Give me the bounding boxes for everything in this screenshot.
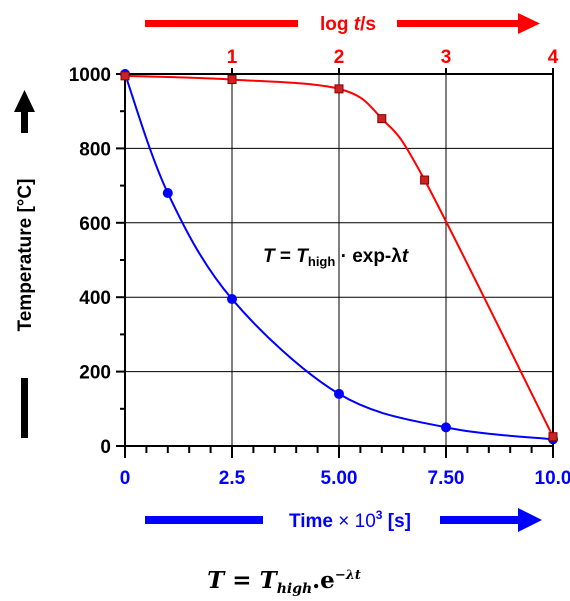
formula-annotation: T = Thigh · exp-λt <box>263 246 409 269</box>
blue-data-point <box>227 294 237 305</box>
top-axis-arrow-shaft <box>145 20 298 27</box>
y-tick-label: 0 <box>100 437 111 458</box>
y-tick-label: 400 <box>79 288 111 309</box>
caption-formula: T = Thigh.e−λt <box>207 567 361 597</box>
red-data-point <box>377 114 387 124</box>
y-axis-arrow-shaft <box>21 378 28 438</box>
y-axis-arrowhead <box>14 90 35 112</box>
y-tick-label: 1000 <box>69 65 111 86</box>
x-bottom-tick-label: 5.00 <box>321 468 358 489</box>
red-data-point <box>334 84 344 94</box>
blue-data-point <box>162 188 173 199</box>
blue-data-point <box>441 422 451 433</box>
y-axis-label: Temperature [°C] <box>15 179 36 332</box>
x-top-tick-label: 3 <box>441 47 452 68</box>
y-axis-arrow-shaft <box>21 110 28 133</box>
top-axis-label: log t/s <box>320 14 376 35</box>
bottom-axis-arrowhead <box>518 508 542 532</box>
top-x-axis: 1 2 3 4 <box>227 47 559 74</box>
red-series-line <box>125 74 553 438</box>
bottom-axis-arrow-shaft <box>440 516 522 524</box>
bottom-axis-arrow-shaft <box>145 516 263 524</box>
bottom-axis-label: Time × 103 [s] <box>289 508 411 532</box>
x-bottom-tick-label: 7.50 <box>428 468 465 489</box>
x-bottom-tick-label: 10.0 <box>535 468 570 489</box>
bottom-axis-title: Time × 103 [s] <box>145 508 542 532</box>
red-data-point <box>120 71 130 81</box>
red-data-point <box>420 175 430 185</box>
x-top-tick-label: 2 <box>334 47 345 68</box>
y-tick-label: 600 <box>79 214 111 235</box>
y-axis-title: Temperature [°C] <box>14 90 36 438</box>
red-data-point <box>227 75 237 85</box>
markers-layer <box>120 69 558 445</box>
blue-series-line <box>125 74 553 441</box>
y-tick-label: 200 <box>79 363 111 384</box>
y-axis: 0 200 400 600 800 1000 <box>69 65 125 458</box>
top-axis-arrow-shaft <box>397 20 520 27</box>
top-axis-arrowhead <box>518 13 540 34</box>
x-top-tick-label: 1 <box>227 47 238 68</box>
series-layer <box>125 74 553 441</box>
bottom-x-axis: 0 2.5 5.00 7.50 10.0 <box>120 446 570 489</box>
red-data-point <box>548 432 558 442</box>
x-top-tick-label: 4 <box>548 47 559 68</box>
x-bottom-tick-label: 0 <box>120 468 131 489</box>
top-axis-title: log t/s <box>145 13 540 35</box>
y-tick-label: 800 <box>79 139 111 160</box>
x-bottom-tick-label: 2.5 <box>219 468 246 489</box>
blue-data-point <box>334 388 344 399</box>
